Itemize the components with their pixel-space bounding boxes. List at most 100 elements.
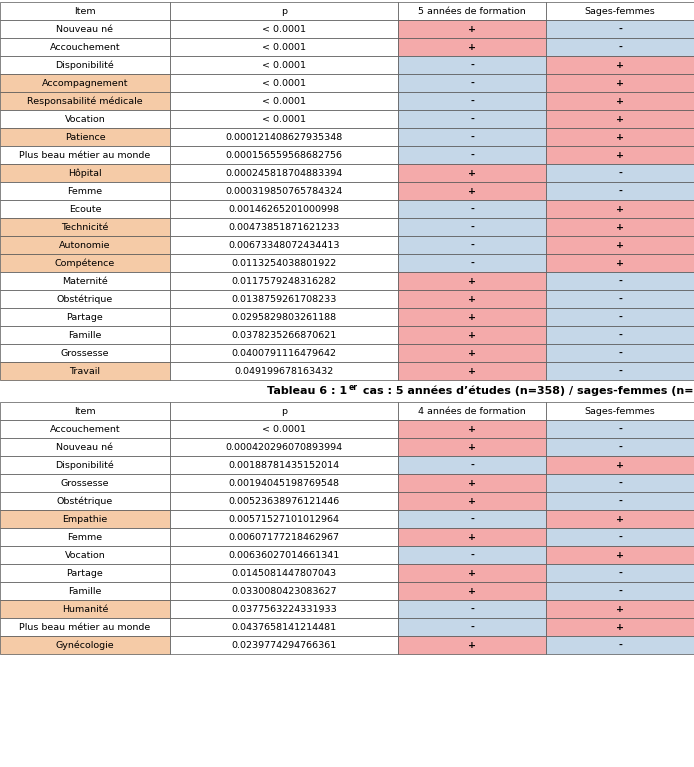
Text: < 0.0001: < 0.0001: [262, 61, 306, 70]
Text: +: +: [468, 424, 476, 433]
Bar: [546, 146, 694, 164]
Text: -: -: [470, 222, 474, 232]
Bar: [170, 600, 398, 618]
Text: Nouveau né: Nouveau né: [56, 443, 114, 452]
Bar: [0, 456, 170, 474]
Bar: [170, 456, 398, 474]
Text: +: +: [616, 150, 624, 160]
Bar: [0, 146, 170, 164]
Text: -: -: [470, 61, 474, 70]
Text: Accompagnement: Accompagnement: [42, 78, 128, 87]
Bar: [546, 164, 694, 182]
Text: +: +: [468, 367, 476, 376]
Text: -: -: [618, 443, 622, 452]
Text: Item: Item: [74, 6, 96, 15]
Bar: [546, 600, 694, 618]
Bar: [546, 564, 694, 582]
Bar: [170, 636, 398, 654]
Bar: [398, 636, 546, 654]
Text: -: -: [618, 479, 622, 488]
Bar: [398, 200, 546, 218]
Bar: [546, 308, 694, 326]
Bar: [398, 254, 546, 272]
Bar: [0, 546, 170, 564]
Text: +: +: [468, 169, 476, 177]
Text: < 0.0001: < 0.0001: [262, 25, 306, 34]
Bar: [0, 74, 170, 92]
Text: Travail: Travail: [69, 367, 101, 376]
Text: +: +: [616, 258, 624, 268]
Bar: [546, 326, 694, 344]
Bar: [0, 492, 170, 510]
Text: Gynécologie: Gynécologie: [56, 640, 115, 650]
Text: +: +: [468, 348, 476, 357]
Text: 0.000156559568682756: 0.000156559568682756: [226, 150, 343, 160]
Text: Femme: Femme: [67, 186, 103, 196]
Bar: [170, 438, 398, 456]
Bar: [170, 326, 398, 344]
Bar: [0, 420, 170, 438]
Bar: [546, 402, 694, 420]
Text: Partage: Partage: [67, 568, 103, 578]
Bar: [0, 438, 170, 456]
Text: 0.000121408627935348: 0.000121408627935348: [226, 133, 343, 141]
Text: 0.00194045198769548: 0.00194045198769548: [228, 479, 339, 488]
Bar: [398, 272, 546, 290]
Bar: [398, 38, 546, 56]
Bar: [170, 564, 398, 582]
Bar: [0, 272, 170, 290]
Text: +: +: [616, 551, 624, 559]
Text: -: -: [470, 97, 474, 106]
Text: 0.0400791116479642: 0.0400791116479642: [232, 348, 337, 357]
Bar: [170, 474, 398, 492]
Text: < 0.0001: < 0.0001: [262, 78, 306, 87]
Bar: [0, 218, 170, 236]
Text: +: +: [616, 604, 624, 614]
Bar: [170, 2, 398, 20]
Text: 0.049199678163432: 0.049199678163432: [235, 367, 334, 376]
Bar: [0, 510, 170, 528]
Text: 5 années de formation: 5 années de formation: [418, 6, 526, 15]
Text: -: -: [470, 623, 474, 631]
Text: +: +: [616, 97, 624, 106]
Text: -: -: [618, 348, 622, 357]
Text: Item: Item: [74, 407, 96, 416]
Text: < 0.0001: < 0.0001: [262, 42, 306, 51]
Text: Autonomie: Autonomie: [59, 241, 111, 249]
Bar: [170, 420, 398, 438]
Text: 0.00607177218462967: 0.00607177218462967: [228, 532, 339, 542]
Bar: [398, 128, 546, 146]
Text: +: +: [468, 443, 476, 452]
Bar: [398, 110, 546, 128]
Bar: [398, 146, 546, 164]
Text: -: -: [470, 150, 474, 160]
Bar: [398, 420, 546, 438]
Bar: [398, 56, 546, 74]
Text: -: -: [618, 568, 622, 578]
Text: +: +: [616, 61, 624, 70]
Bar: [546, 618, 694, 636]
Bar: [0, 308, 170, 326]
Bar: [546, 92, 694, 110]
Bar: [0, 528, 170, 546]
Bar: [0, 344, 170, 362]
Bar: [0, 326, 170, 344]
Bar: [546, 254, 694, 272]
Bar: [170, 182, 398, 200]
Bar: [0, 92, 170, 110]
Text: Grossesse: Grossesse: [61, 348, 109, 357]
Text: +: +: [468, 496, 476, 505]
Text: -: -: [470, 133, 474, 141]
Bar: [170, 128, 398, 146]
Text: Responsabilité médicale: Responsabilité médicale: [27, 96, 143, 106]
Text: < 0.0001: < 0.0001: [262, 424, 306, 433]
Text: Vocation: Vocation: [65, 114, 105, 123]
Text: -: -: [470, 241, 474, 249]
Bar: [0, 236, 170, 254]
Text: -: -: [618, 169, 622, 177]
Text: 0.0117579248316282: 0.0117579248316282: [231, 276, 337, 285]
Text: Plus beau métier au monde: Plus beau métier au monde: [19, 623, 151, 631]
Text: 0.0113254038801922: 0.0113254038801922: [231, 258, 337, 268]
Text: Famille: Famille: [68, 587, 102, 595]
Text: +: +: [616, 460, 624, 469]
